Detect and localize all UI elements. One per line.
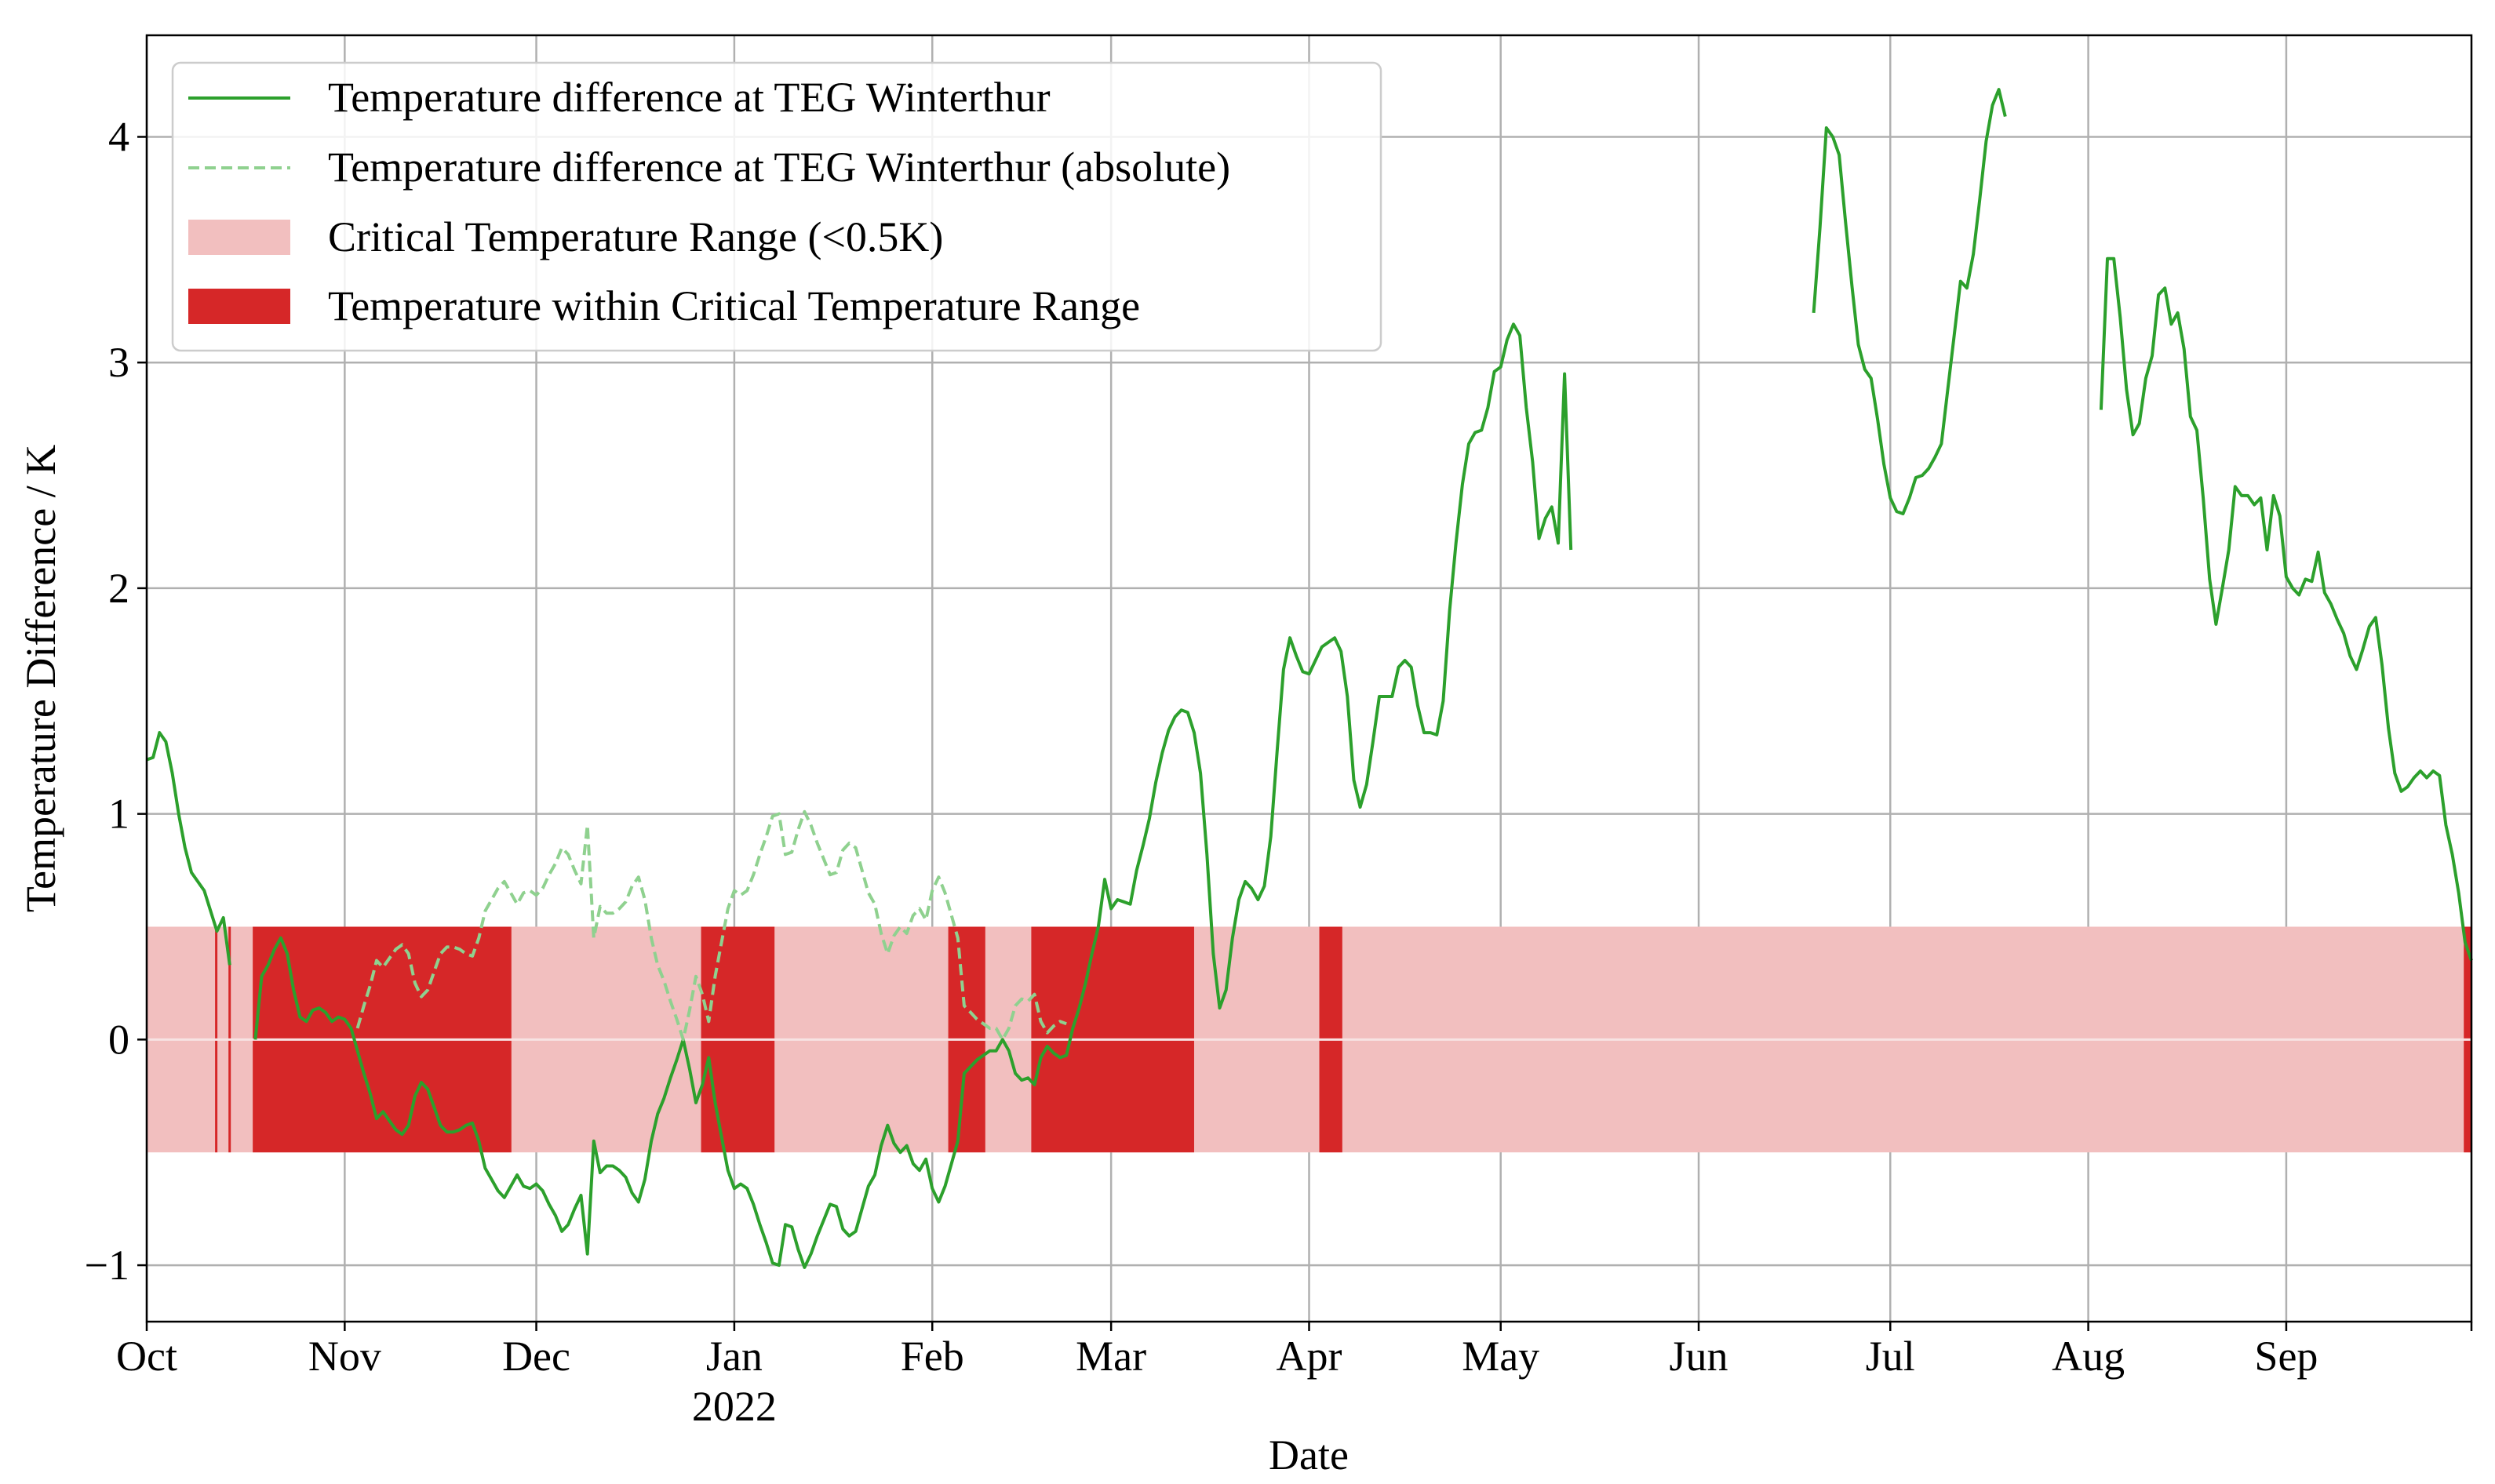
temperature-difference-line [146,731,231,966]
x-year-label: 2022 [692,1383,777,1430]
x-tick-label: Jan [706,1333,763,1380]
x-tick-label: Sep [2254,1333,2318,1380]
y-axis-label: Temperature Difference / K [17,445,64,912]
y-axis-ticks: −1 0 1 2 3 4 [85,113,147,1289]
x-axis-label: Date [1269,1431,1349,1479]
temperature-difference-line [2099,256,2473,962]
temperature-difference-absolute-line [355,809,1067,1042]
critical-spans [147,926,2471,1153]
legend-label-series: Temperature difference at TEG Winterthur [328,74,1051,121]
legend-label-critical-range: Critical Temperature Range (<0.5K) [328,213,943,260]
series-lines [146,88,2473,1269]
y-tick-label: 2 [108,565,129,612]
x-tick-label: Aug [2052,1333,2125,1380]
y-tick-label: 0 [108,1016,129,1063]
legend-within-range-swatch [188,289,290,324]
legend: Temperature difference at TEG Winterthur… [171,61,1382,352]
x-tick-label: Oct [116,1333,177,1380]
x-tick-label: Dec [502,1333,570,1380]
legend-critical-range-swatch [188,220,290,255]
temperature-difference-line [253,322,1573,1269]
temperature-difference-line [1812,88,2007,515]
x-tick-label: Feb [901,1333,964,1380]
x-axis-ticks: Oct Nov Dec Jan Feb Mar Apr May Jun Jul Aug Sep 2022 [116,1322,2473,1430]
x-tick-label: Jun [1670,1333,1728,1380]
legend-label-within-range: Temperature within Critical Temperature … [328,282,1140,329]
y-tick-label: 3 [108,339,129,386]
y-tick-label: 1 [108,791,129,838]
x-tick-label: Jul [1866,1333,1915,1380]
x-tick-label: May [1462,1333,1539,1380]
x-tick-label: Nov [308,1333,381,1380]
y-tick-label: 4 [108,113,129,160]
legend-label-absolute: Temperature difference at TEG Winterthur… [328,144,1230,191]
legend-box [171,61,1382,352]
x-tick-label: Mar [1076,1333,1146,1380]
x-tick-label: Apr [1277,1333,1342,1380]
y-tick-label: −1 [85,1242,129,1289]
